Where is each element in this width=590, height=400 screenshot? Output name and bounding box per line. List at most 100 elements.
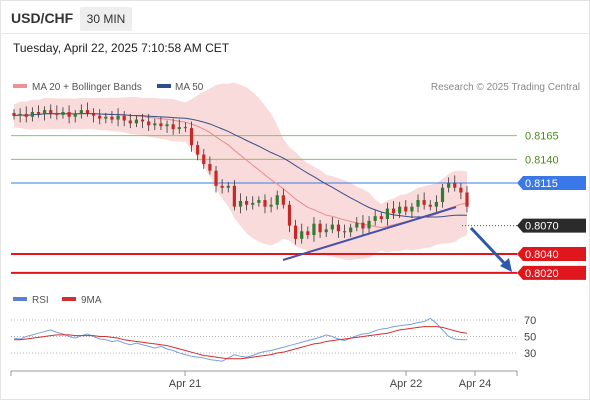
level-tag-bg: [517, 218, 586, 233]
candle-body: [30, 112, 34, 117]
candle-body: [269, 204, 273, 207]
timestamp: Tuesday, April 22, 2025 7:10:58 AM CET: [13, 41, 230, 55]
ma50-legend-label: MA 50: [175, 82, 204, 93]
rsi-ma-legend-label: 9MA: [81, 295, 102, 306]
candle-body: [189, 128, 194, 146]
candle-body: [55, 112, 59, 115]
candle-body: [355, 222, 359, 228]
level-tag-0.8070: 0.8070: [517, 218, 586, 233]
candle-body: [367, 220, 371, 229]
level-label-0.8165: 0.8165: [525, 131, 559, 143]
level-tag-bg: [517, 176, 586, 190]
candle-body: [159, 123, 163, 127]
rsi-tick-70: 70: [524, 315, 536, 327]
level-label-0.8140: 0.8140: [525, 154, 559, 166]
candle-body: [306, 231, 310, 236]
candle-body: [330, 224, 334, 230]
candle-body: [447, 183, 451, 188]
candle-body: [434, 201, 438, 207]
candle-body: [49, 110, 53, 113]
chart-annotations: [282, 206, 512, 272]
copyright-text: Research © 2025 Trading Central: [431, 82, 580, 93]
candle-body: [67, 112, 71, 117]
candle-body: [36, 112, 41, 114]
bollinger-bands: [14, 82, 467, 261]
candle-body: [275, 195, 279, 205]
candle-body: [232, 185, 236, 207]
timeframe-button[interactable]: 30 MIN: [80, 7, 132, 31]
candle-body: [18, 113, 22, 116]
candle-body: [428, 204, 432, 207]
candle-body: [422, 200, 426, 205]
candle-body: [287, 204, 292, 226]
candle-body: [177, 127, 181, 130]
ma50-line: [13, 113, 468, 218]
x-tick-label: Apr 22: [390, 378, 422, 390]
forecast-arrow-shaft: [469, 226, 508, 267]
bollinger-legend-swatch: [13, 84, 27, 88]
candle-body: [183, 127, 188, 129]
candle-body: [404, 206, 408, 212]
level-label-0.8040: 0.8040: [525, 249, 559, 261]
candle-body: [391, 208, 396, 214]
candle-body: [300, 231, 304, 239]
candle-body: [202, 154, 206, 165]
candle-body: [165, 124, 169, 127]
candle-body: [110, 116, 114, 120]
candle-body: [116, 115, 120, 120]
candle-body: [79, 110, 83, 114]
rsi-legend: RSI 9MA: [13, 295, 102, 306]
candle-body: [122, 115, 126, 121]
x-tick-label: Apr 21: [169, 378, 201, 390]
candle-body: [293, 225, 298, 239]
candle-body: [336, 224, 341, 232]
candle-body: [134, 119, 139, 124]
chart-header: USD/CHF 30 MIN: [0, 0, 590, 34]
rsi-ma-line: [14, 326, 468, 360]
candle-body: [171, 124, 175, 130]
candle-body: [373, 216, 377, 221]
candle-body: [312, 223, 316, 236]
candle-body: [459, 187, 463, 193]
candlesticks: [12, 102, 469, 245]
forecast-arrow-head: [500, 258, 512, 272]
candle-body: [73, 113, 77, 117]
level-label-0.8020: 0.8020: [525, 268, 559, 280]
candle-body: [12, 112, 16, 116]
candle-body: [238, 200, 243, 207]
candle-body: [128, 120, 132, 124]
level-tag-0.8040: 0.8040: [517, 247, 586, 261]
candle-body: [214, 170, 218, 186]
level-label-0.8070: 0.8070: [525, 221, 559, 233]
candle-body: [91, 112, 96, 116]
candle-body: [465, 192, 469, 207]
candle-body: [147, 121, 151, 126]
bollinger-legend-label: MA 20 + Bollinger Bands: [32, 82, 142, 93]
candle-body: [440, 187, 445, 202]
level-tag-bg: [517, 265, 586, 280]
candle-body: [226, 185, 230, 188]
candle-body: [410, 206, 414, 212]
candle-body: [379, 216, 383, 219]
rsi-ma-legend-swatch: [62, 297, 76, 301]
candle-body: [245, 200, 249, 205]
candle-body: [385, 208, 390, 219]
x-tick-label: Apr 24: [459, 378, 491, 390]
candle-body: [416, 200, 420, 207]
candle-body: [153, 123, 157, 126]
candle-body: [196, 145, 200, 155]
moving-averages: [13, 113, 468, 228]
ma50-legend-swatch: [157, 84, 171, 88]
candle-body: [281, 195, 285, 205]
rsi-tick-30: 30: [524, 348, 536, 360]
candle-body: [43, 110, 47, 114]
bollinger-band-fill: [14, 82, 467, 261]
candle-body: [318, 223, 322, 233]
candle-body: [220, 185, 224, 188]
rsi-tick-50: 50: [524, 332, 536, 344]
rsi-legend-label: RSI: [32, 295, 49, 306]
candle-body: [61, 112, 65, 115]
candle-body: [104, 116, 108, 119]
candle-body: [140, 119, 145, 122]
